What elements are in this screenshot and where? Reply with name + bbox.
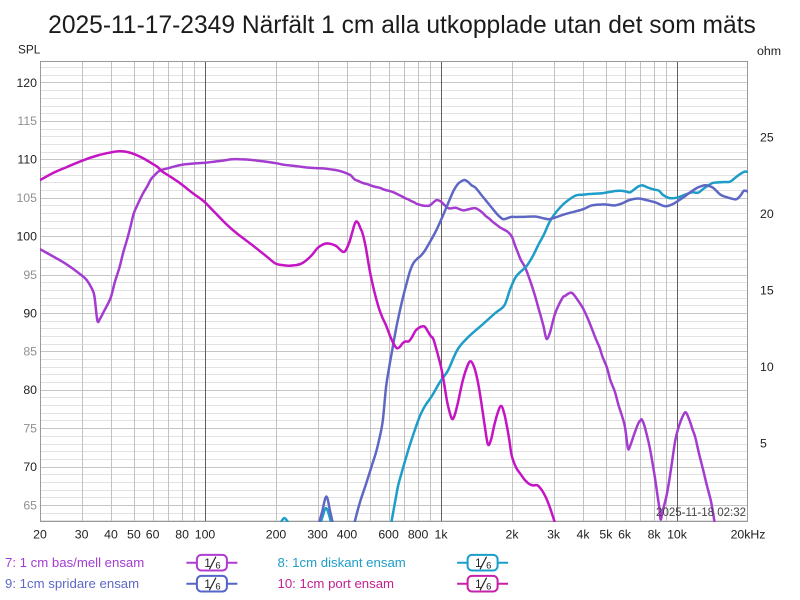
svg-text:4k: 4k [577,528,591,542]
svg-text:25: 25 [760,131,774,145]
svg-text:3k: 3k [547,528,561,542]
svg-text:80: 80 [23,383,37,397]
svg-text:2025-11-18 02:32: 2025-11-18 02:32 [656,507,746,519]
svg-text:80: 80 [175,528,189,542]
svg-text:10: 1cm port ensam: 10: 1cm port ensam [278,576,395,591]
svg-text:5k: 5k [599,528,613,542]
svg-text:9: 1cm spridare ensam: 9: 1cm spridare ensam [5,576,139,591]
svg-text:6: 6 [486,582,491,593]
svg-text:7: 1 cm bas/mell ensam: 7: 1 cm bas/mell ensam [5,555,144,570]
svg-text:600: 600 [378,528,399,542]
svg-text:1: 1 [475,558,481,570]
svg-text:100: 100 [195,528,216,542]
svg-text:ohm: ohm [757,44,781,58]
svg-text:15: 15 [760,284,774,298]
svg-text:30: 30 [75,528,89,542]
svg-text:6: 6 [486,561,491,572]
svg-text:85: 85 [23,345,37,359]
svg-text:10k: 10k [667,528,688,542]
svg-text:6: 6 [215,561,220,572]
svg-text:300: 300 [307,528,328,542]
svg-text:20: 20 [33,528,47,542]
svg-text:2k: 2k [506,528,520,542]
svg-text:8k: 8k [648,528,662,542]
svg-text:200: 200 [266,528,287,542]
svg-text:20: 20 [760,207,774,221]
svg-text:8: 1cm diskant ensam: 8: 1cm diskant ensam [278,555,406,570]
svg-text:50: 50 [127,528,141,542]
svg-text:6k: 6k [618,528,632,542]
svg-text:SPL: SPL [18,43,41,57]
svg-text:115: 115 [17,114,37,128]
svg-text:105: 105 [16,191,37,205]
svg-text:100: 100 [16,229,37,243]
svg-text:95: 95 [23,268,37,282]
svg-text:1k: 1k [435,528,449,542]
svg-text:20kHz: 20kHz [731,528,766,542]
svg-text:110: 110 [17,153,37,167]
svg-text:1: 1 [204,558,210,570]
svg-text:120: 120 [16,76,37,90]
svg-text:65: 65 [23,498,37,512]
svg-text:90: 90 [23,306,37,320]
svg-text:60: 60 [146,528,160,542]
svg-text:2025-11-17-2349 Närfält 1 cm a: 2025-11-17-2349 Närfält 1 cm alla utkopp… [48,12,756,39]
svg-text:800: 800 [408,528,429,542]
svg-text:5: 5 [760,436,767,450]
svg-text:40: 40 [104,528,118,542]
svg-text:6: 6 [215,582,220,593]
svg-text:70: 70 [23,460,37,474]
svg-text:400: 400 [337,528,358,542]
svg-text:75: 75 [23,422,37,436]
svg-text:1: 1 [204,579,210,591]
svg-text:1: 1 [475,579,481,591]
svg-text:10: 10 [760,360,774,374]
